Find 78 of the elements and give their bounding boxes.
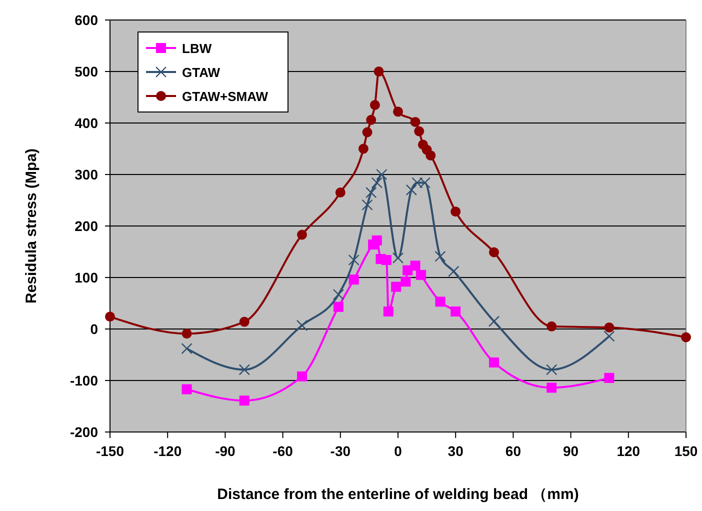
point xyxy=(362,199,373,210)
y-tick-label: 0 xyxy=(90,321,98,337)
point xyxy=(182,328,192,339)
point xyxy=(105,312,115,322)
point xyxy=(383,306,394,316)
point xyxy=(366,186,377,198)
point xyxy=(381,254,392,265)
point xyxy=(239,316,250,327)
point xyxy=(348,274,359,285)
point xyxy=(489,247,499,258)
point xyxy=(366,114,376,125)
point xyxy=(392,252,404,264)
point xyxy=(414,126,424,136)
point xyxy=(333,302,344,312)
y-tick-label: -200 xyxy=(70,424,98,440)
point xyxy=(372,235,382,246)
x-tick-label: 60 xyxy=(505,443,522,459)
point xyxy=(335,188,346,198)
point xyxy=(434,250,446,262)
point xyxy=(604,322,614,332)
point xyxy=(448,266,460,277)
point xyxy=(402,265,413,276)
point xyxy=(450,306,461,316)
point xyxy=(546,364,558,376)
x-axis-title: Distance from the enterline of welding bead （mm) xyxy=(217,486,579,503)
point xyxy=(393,106,403,117)
y-tick-label: 100 xyxy=(74,270,98,286)
x-tick-label: -60 xyxy=(272,443,294,459)
y-tick-label: -100 xyxy=(70,372,98,388)
point xyxy=(604,372,614,383)
point xyxy=(546,321,557,332)
point xyxy=(488,316,500,327)
x-tick-label: 150 xyxy=(674,443,698,459)
point xyxy=(238,364,250,376)
point xyxy=(362,127,372,138)
point xyxy=(297,371,307,382)
point xyxy=(370,100,380,110)
x-tick-label: -150 xyxy=(96,443,124,459)
y-tick-label: 400 xyxy=(74,115,98,131)
y-tick-label: 600 xyxy=(74,12,98,28)
point xyxy=(426,150,436,160)
x-tick-label: 0 xyxy=(394,443,402,459)
point xyxy=(181,342,192,354)
point xyxy=(406,184,418,196)
point xyxy=(374,66,384,76)
point xyxy=(182,384,192,394)
point xyxy=(450,206,461,217)
point xyxy=(604,330,615,342)
point xyxy=(435,296,446,307)
point xyxy=(371,177,382,188)
y-axis-title: Residula stress (Mpa) xyxy=(23,148,40,304)
point xyxy=(296,320,308,331)
point xyxy=(416,270,426,280)
legend-label: LBW xyxy=(182,41,212,56)
point xyxy=(400,276,411,287)
x-tick-label: 120 xyxy=(616,443,640,459)
point xyxy=(489,357,499,368)
point xyxy=(376,168,388,180)
point xyxy=(348,254,360,266)
point xyxy=(391,282,402,292)
x-tick-label: -90 xyxy=(215,443,236,459)
point xyxy=(681,332,691,342)
y-tick-label: 200 xyxy=(74,218,98,234)
x-tick-label: -120 xyxy=(154,443,182,459)
x-tick-label: 90 xyxy=(563,443,579,459)
x-tick-label: 30 xyxy=(448,443,464,459)
point xyxy=(239,396,250,406)
legend-label: GTAW xyxy=(182,65,221,80)
y-tick-label: 500 xyxy=(74,64,98,80)
point xyxy=(410,260,420,271)
y-tick-label: 300 xyxy=(74,166,98,182)
x-tick-label: -30 xyxy=(330,443,351,459)
point xyxy=(297,230,307,240)
point xyxy=(546,382,557,393)
point xyxy=(332,288,344,300)
point xyxy=(358,144,368,154)
legend-label: GTAW+SMAW xyxy=(182,89,269,104)
point xyxy=(410,116,420,127)
